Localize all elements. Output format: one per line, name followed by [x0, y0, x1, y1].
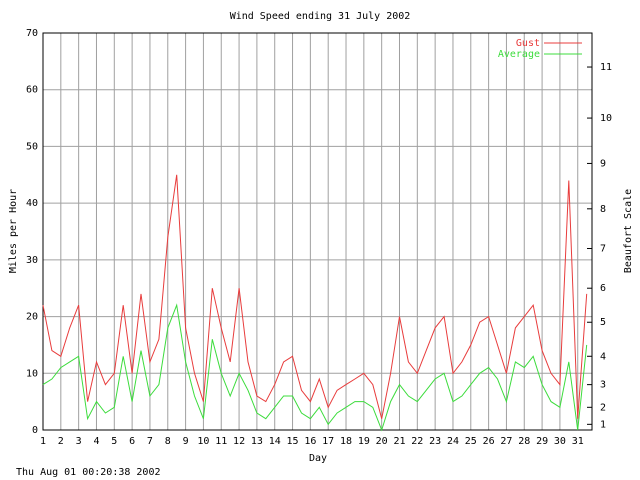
y-tick-label: 10: [26, 368, 38, 379]
x-tick-label: 14: [269, 436, 281, 447]
y2-tick-label: 3: [600, 380, 606, 391]
y2-tick-label: 7: [600, 244, 606, 255]
y2-axis-label: Beaufort Scale: [623, 189, 634, 273]
chart-title: Wind Speed ending 31 July 2002: [230, 11, 411, 22]
x-tick-label: 20: [376, 436, 388, 447]
x-tick-label: 7: [147, 436, 153, 447]
x-tick-label: 27: [500, 436, 512, 447]
y2-tick-label: 9: [600, 158, 606, 169]
y-tick-label: 20: [26, 312, 38, 323]
x-tick-label: 17: [322, 436, 334, 447]
x-tick-label: 28: [518, 436, 530, 447]
x-tick-label: 22: [411, 436, 423, 447]
y2-tick-label: 2: [600, 402, 606, 413]
y2-tick-label: 10: [600, 113, 612, 124]
y2-tick-label: 1: [600, 419, 606, 430]
legend-label: Average: [498, 49, 540, 60]
y2-tick-label: 4: [600, 351, 606, 362]
x-tick-label: 26: [483, 436, 495, 447]
data-line: [42, 303, 588, 432]
x-tick-label: 30: [554, 436, 566, 447]
x-tick-label: 2: [58, 436, 64, 447]
y-tick-label: 70: [26, 28, 38, 39]
x-tick-label: 4: [93, 436, 99, 447]
plot-frame: [42, 32, 593, 431]
x-tick-label: 9: [183, 436, 189, 447]
legend-label: Gust: [516, 38, 540, 49]
x-tick-label: 23: [429, 436, 441, 447]
y2-tick-label: 11: [600, 62, 612, 73]
x-tick-label: 6: [129, 436, 135, 447]
x-tick-label: 19: [358, 436, 370, 447]
x-tick-label: 8: [165, 436, 171, 447]
x-tick-label: 3: [76, 436, 82, 447]
y-tick-label: 30: [26, 255, 38, 266]
x-tick-label: 5: [111, 436, 117, 447]
x-tick-label: 29: [536, 436, 548, 447]
y-tick-label: 40: [26, 198, 38, 209]
y2-tick-label: 5: [600, 317, 606, 328]
x-tick-label: 13: [251, 436, 263, 447]
x-tick-label: 18: [340, 436, 352, 447]
y2-tick-label: 8: [600, 204, 606, 215]
x-tick-label: 21: [393, 436, 405, 447]
y2-tick-label: 6: [600, 283, 606, 294]
x-tick-label: 10: [197, 436, 209, 447]
x-tick-label: 16: [304, 436, 316, 447]
y-axis-label: Miles per Hour: [8, 189, 19, 273]
x-tick-label: 24: [447, 436, 459, 447]
y-tick-label: 60: [26, 85, 38, 96]
y-tick-label: 0: [32, 425, 38, 436]
y-tick-label: 50: [26, 141, 38, 152]
x-tick-label: 31: [572, 436, 584, 447]
x-tick-label: 1: [40, 436, 46, 447]
x-tick-label: 12: [233, 436, 245, 447]
x-tick-label: 15: [287, 436, 299, 447]
footer-timestamp: Thu Aug 01 00:20:38 2002: [16, 467, 161, 478]
x-axis-label: Day: [309, 453, 327, 464]
x-tick-label: 25: [465, 436, 477, 447]
data-line: [42, 174, 588, 419]
x-tick-label: 11: [215, 436, 227, 447]
